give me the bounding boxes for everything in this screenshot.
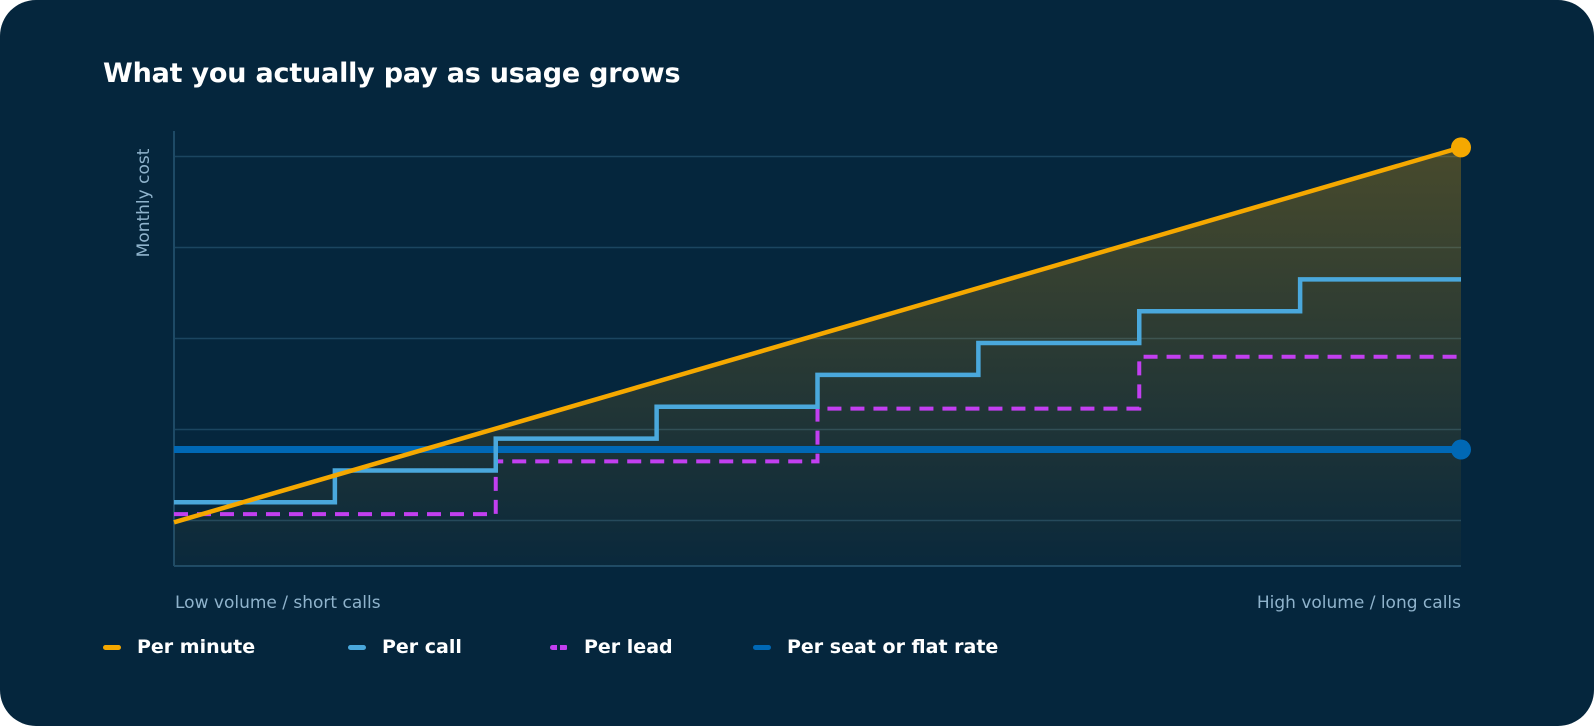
legend-label: Per call: [382, 636, 462, 658]
legend-label: Per minute: [137, 636, 256, 658]
legend-item-per-minute: Per minute: [103, 632, 255, 662]
x-axis-end-label: High volume / long calls: [1257, 593, 1461, 613]
legend-swatch-per-seat-or-flat-rate: [753, 644, 771, 650]
legend-swatch-per-minute: [103, 644, 121, 650]
legend-item-per-seat-or-flat-rate: Per seat or flat rate: [753, 632, 998, 662]
series-line-per-minute: [173, 145, 1462, 525]
legend-item-per-lead: Per lead: [550, 632, 673, 662]
chart-title: What you actually pay as usage grows: [103, 58, 681, 89]
legend-swatch-per-lead: [550, 644, 568, 650]
series-layer: [173, 137, 1471, 566]
legend-swatch-per-call: [348, 644, 366, 650]
x-axis-start-label: Low volume / short calls: [175, 593, 381, 613]
series-line-per-call: [174, 277, 1461, 505]
y-axis-label: Monthly cost: [134, 148, 154, 257]
series-line-per-lead: [174, 354, 1461, 517]
series-end-point-per-seat-or-flat-rate: [1451, 439, 1471, 460]
legend-label: Per lead: [584, 636, 673, 658]
legend-item-per-call: Per call: [348, 632, 462, 662]
legend: Per minute Per call Per lead Per seat or…: [103, 632, 1303, 662]
legend-label: Per seat or flat rate: [787, 636, 999, 658]
series-end-point-per-minute: [1451, 137, 1471, 158]
